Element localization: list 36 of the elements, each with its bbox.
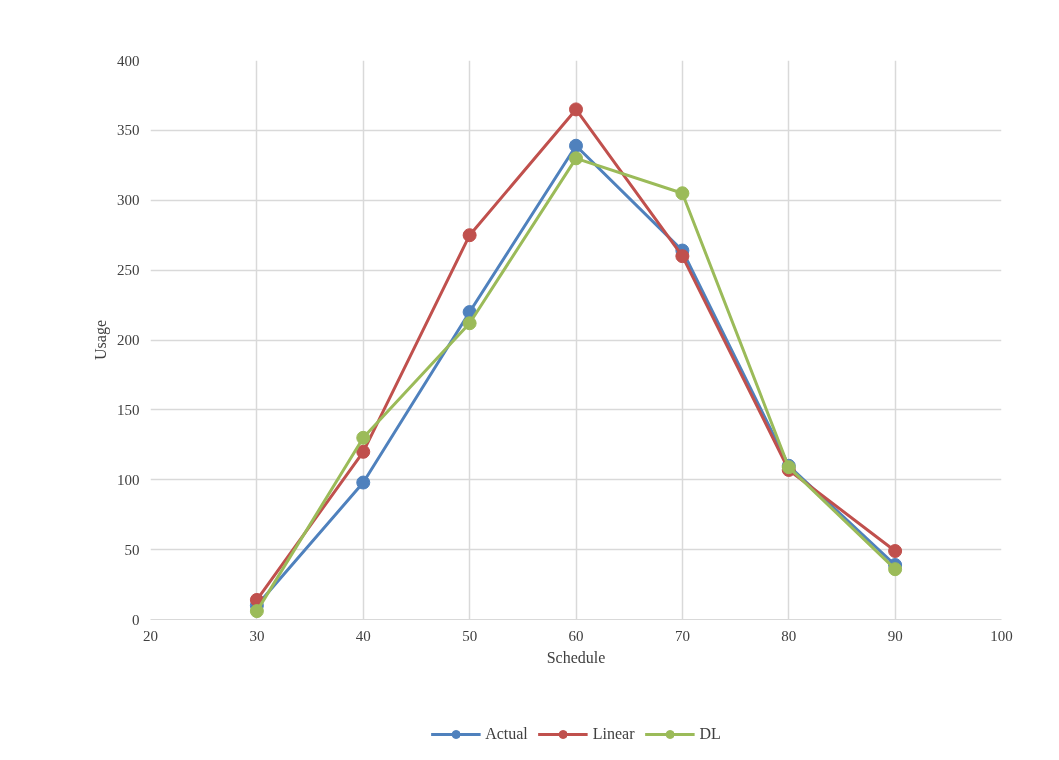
point <box>569 102 583 117</box>
point <box>675 186 690 201</box>
y-tick-label: 400 <box>117 52 140 69</box>
point <box>249 604 264 619</box>
y-tick-label: 200 <box>117 332 140 348</box>
point <box>569 151 583 166</box>
y-tick-label: 350 <box>117 122 140 139</box>
legend-label: DL <box>699 725 721 743</box>
y-axis-title: Usage <box>92 320 110 360</box>
x-tick-label: 100 <box>990 627 1013 644</box>
x-axis-title: Schedule <box>546 648 606 666</box>
point <box>462 316 477 331</box>
x-tick-label: 20 <box>143 627 158 644</box>
y-tick-label: 100 <box>117 471 140 488</box>
y-tick-label: 300 <box>117 192 140 209</box>
point <box>888 562 903 577</box>
point <box>569 138 583 153</box>
legend-label: Linear <box>592 725 635 743</box>
y-tick-label: 250 <box>117 262 140 279</box>
y-tick-label: 0 <box>132 611 140 628</box>
point <box>356 475 371 490</box>
y-tick-label: 50 <box>124 541 140 558</box>
x-tick-label: 90 <box>887 627 903 644</box>
x-tick-label: 30 <box>249 627 265 644</box>
point <box>356 430 371 445</box>
point <box>356 444 371 459</box>
x-tick-label: 40 <box>355 627 371 644</box>
point <box>462 228 477 243</box>
x-tick-label: 50 <box>462 627 478 644</box>
x-tick-label: 60 <box>568 627 584 644</box>
x-tick-label: 80 <box>781 627 797 644</box>
x-tick-label: 70 <box>674 627 690 644</box>
point <box>675 249 690 264</box>
y-tick-label: 150 <box>117 401 140 418</box>
legend-label: Actual <box>485 725 528 743</box>
point <box>888 544 903 559</box>
